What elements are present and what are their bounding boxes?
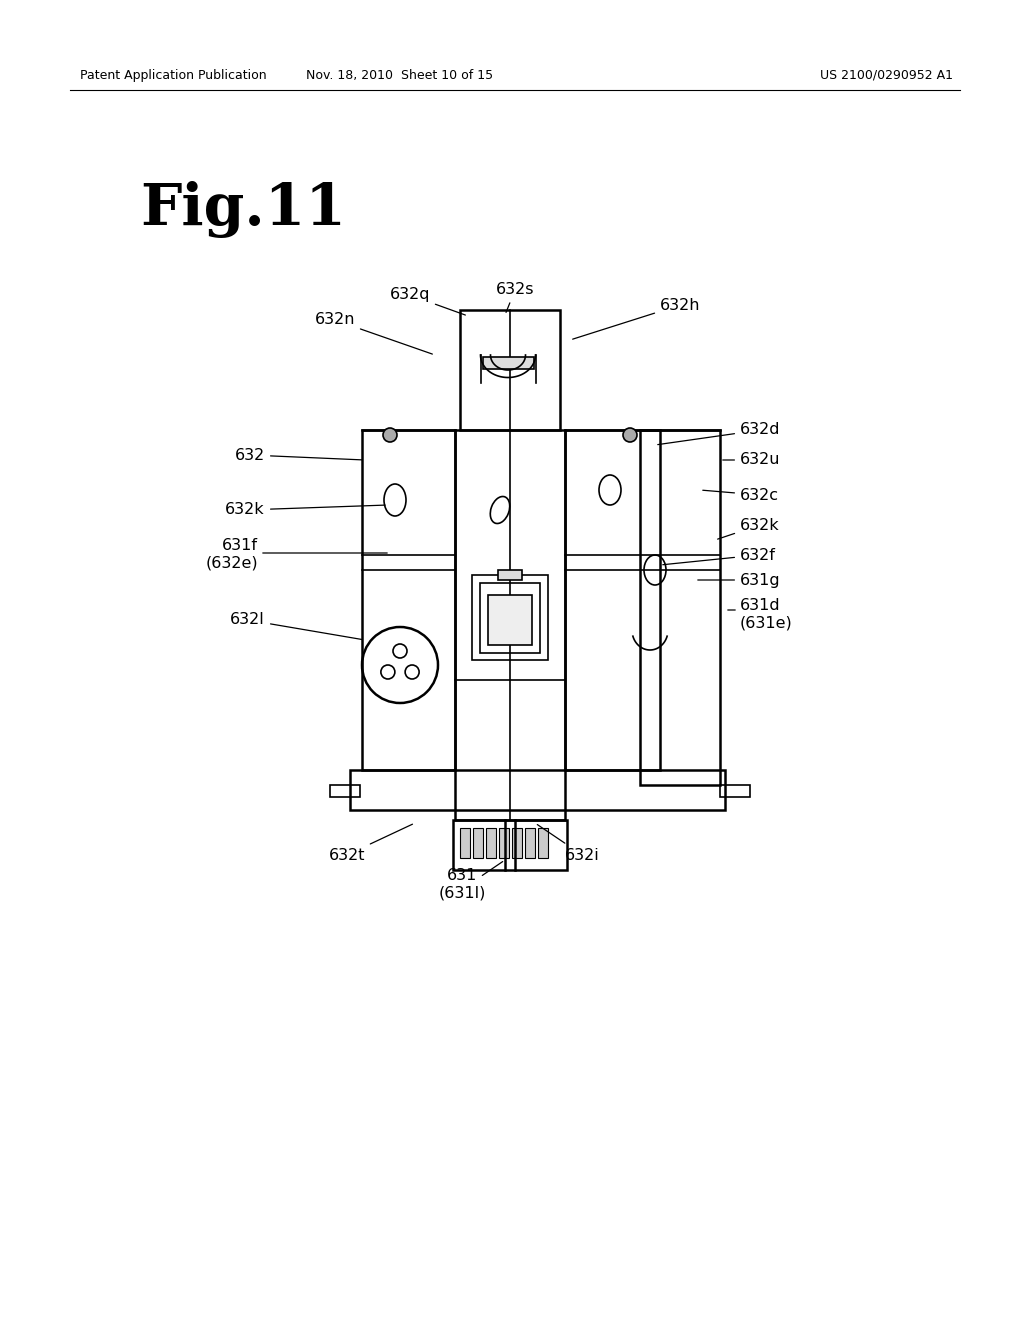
Bar — [460, 310, 560, 430]
Circle shape — [383, 428, 397, 442]
Text: (631l): (631l) — [438, 886, 485, 900]
Bar — [538, 828, 548, 858]
Text: 632l: 632l — [230, 612, 362, 639]
Text: (632e): (632e) — [206, 556, 258, 570]
Bar — [512, 828, 522, 858]
Text: (631e): (631e) — [740, 615, 793, 631]
Text: 632d: 632d — [657, 422, 780, 445]
Text: 632n: 632n — [314, 313, 432, 354]
Bar — [330, 785, 360, 797]
Bar — [455, 430, 565, 820]
Bar — [565, 430, 660, 770]
Text: Fig.11: Fig.11 — [140, 181, 346, 239]
Bar — [720, 785, 750, 797]
Bar — [482, 356, 534, 370]
Text: 631: 631 — [446, 867, 477, 883]
Text: 631f: 631f — [222, 537, 258, 553]
Text: 632s: 632s — [496, 282, 535, 313]
Bar — [362, 430, 455, 770]
Text: 632t: 632t — [329, 824, 413, 862]
Bar — [350, 770, 725, 810]
Text: 632f: 632f — [663, 548, 776, 565]
Text: 632: 632 — [234, 447, 362, 462]
Bar — [453, 820, 567, 870]
Text: Patent Application Publication: Patent Application Publication — [80, 69, 266, 82]
Bar — [488, 595, 532, 645]
Text: 631g: 631g — [697, 573, 780, 587]
Text: 631d: 631d — [740, 598, 780, 612]
Bar — [499, 828, 509, 858]
Text: 632q: 632q — [389, 288, 465, 315]
Bar — [460, 828, 470, 858]
Text: 632i: 632i — [538, 825, 600, 862]
Bar — [486, 828, 496, 858]
Bar — [480, 583, 540, 653]
Text: 632c: 632c — [702, 487, 779, 503]
Bar — [472, 576, 548, 660]
Text: US 2100/0290952 A1: US 2100/0290952 A1 — [820, 69, 953, 82]
Text: 632k: 632k — [225, 503, 385, 517]
Bar — [498, 570, 522, 579]
Bar — [525, 828, 535, 858]
Text: 632h: 632h — [572, 297, 700, 339]
Bar — [473, 828, 483, 858]
Text: 632k: 632k — [718, 517, 779, 539]
Circle shape — [623, 428, 637, 442]
Text: 632u: 632u — [723, 453, 780, 467]
Text: Nov. 18, 2010  Sheet 10 of 15: Nov. 18, 2010 Sheet 10 of 15 — [306, 69, 494, 82]
Bar — [640, 430, 720, 785]
